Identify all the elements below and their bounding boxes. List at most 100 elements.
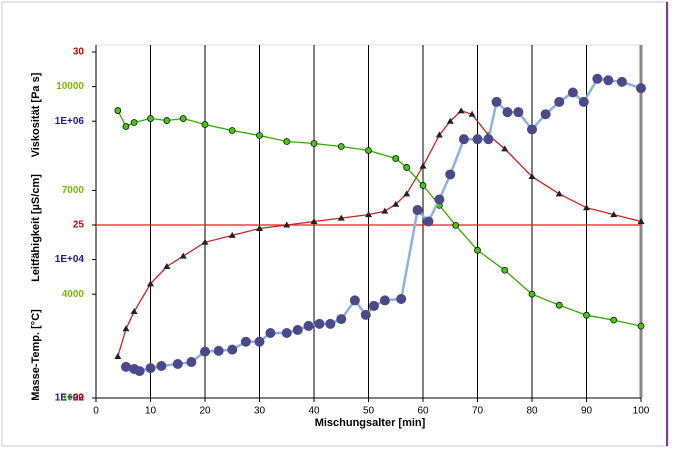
marker (145, 363, 156, 374)
x-tick-label: 10 (145, 406, 157, 417)
marker (228, 127, 236, 134)
marker (314, 318, 325, 329)
y3-axis-label: Viskosität [Pa s] (30, 72, 42, 157)
marker (360, 309, 371, 320)
x-tick-label: 90 (581, 406, 593, 417)
x-tick-label: 60 (417, 406, 429, 417)
marker (120, 361, 131, 372)
x-tick-label: 50 (363, 406, 375, 417)
marker (283, 138, 291, 145)
marker (502, 107, 513, 118)
marker (392, 155, 400, 162)
marker (265, 327, 276, 338)
marker (528, 290, 536, 298)
marker (349, 295, 360, 306)
marker (445, 169, 456, 180)
marker (114, 107, 122, 114)
marker (163, 117, 171, 124)
marker (156, 361, 167, 372)
x-tick-label: 100 (633, 406, 650, 417)
marker (201, 121, 209, 128)
y3-tick-label: 1E+02 (55, 393, 85, 404)
marker (474, 246, 481, 254)
marker (603, 75, 614, 86)
marker (281, 327, 292, 338)
marker (256, 224, 263, 231)
marker (310, 218, 318, 225)
marker (228, 231, 236, 238)
marker (419, 182, 427, 189)
x-tick-label: 70 (472, 406, 484, 417)
marker (130, 119, 138, 126)
marker (292, 325, 303, 336)
marker (163, 263, 171, 270)
x-tick-label: 0 (93, 406, 99, 417)
y-tick-label: 25 (73, 220, 85, 231)
marker (186, 357, 197, 368)
y2-tick-label: 1000 (62, 393, 85, 404)
marker (392, 200, 400, 207)
y2-tick-label: 10000 (56, 81, 84, 92)
y-axis-label: Masse-Temp. [°C] (30, 309, 42, 401)
marker (179, 115, 187, 122)
marker (555, 190, 563, 197)
marker (513, 107, 524, 118)
marker (501, 145, 509, 152)
marker (201, 238, 209, 245)
y2-tick-label: 7000 (62, 185, 85, 196)
marker (540, 109, 551, 120)
marker (610, 316, 618, 324)
marker (501, 266, 509, 274)
marker (434, 194, 445, 205)
marker (578, 96, 589, 107)
y3-tick-label: 1E+06 (55, 116, 85, 127)
y-tick-label: 30 (73, 47, 85, 58)
marker (419, 162, 427, 169)
marker (412, 205, 423, 216)
x-tick-label: 20 (199, 406, 211, 417)
marker (491, 96, 502, 107)
marker (423, 216, 434, 227)
marker (583, 204, 590, 211)
marker (435, 131, 443, 138)
y3-tick-label: 1E+04 (55, 254, 85, 265)
y2-tick-label: 4000 (62, 289, 85, 300)
marker (147, 115, 154, 122)
x-axis-label: Mischungsalter [min] (315, 417, 426, 429)
marker (457, 107, 465, 114)
marker (396, 293, 407, 304)
marker (368, 300, 379, 311)
marker (179, 252, 187, 259)
marker (325, 318, 336, 329)
marker (336, 314, 347, 325)
marker (528, 173, 536, 180)
x-tick-label: 80 (526, 406, 538, 417)
x-tick-label: 40 (308, 406, 320, 417)
marker (213, 345, 224, 356)
marker (567, 87, 578, 98)
marker (172, 358, 183, 369)
marker (303, 320, 314, 331)
marker (147, 280, 154, 287)
marker (403, 164, 411, 171)
marker (472, 134, 483, 145)
marker (254, 336, 265, 347)
marker (114, 352, 122, 359)
marker (134, 366, 145, 377)
y-tick-label: 20 (73, 393, 85, 404)
marker (256, 132, 263, 139)
marker (365, 211, 372, 218)
marker (527, 124, 537, 135)
marker (554, 96, 565, 107)
marker (381, 207, 389, 214)
marker (458, 134, 469, 145)
marker (337, 214, 345, 221)
marker (122, 325, 130, 332)
x-tick-label: 30 (254, 406, 266, 417)
marker (636, 83, 646, 94)
marker (310, 140, 318, 147)
marker (592, 73, 603, 84)
y2-axis-label: Leitfähigkeit [µS/cm] (30, 174, 42, 282)
marker (468, 110, 476, 117)
